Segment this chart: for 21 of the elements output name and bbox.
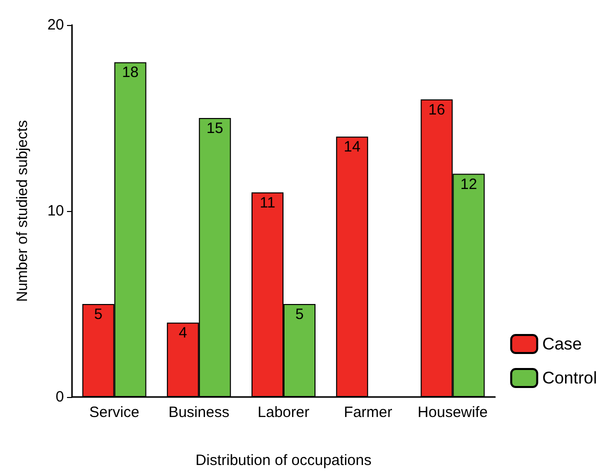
data-label: 5 [295, 306, 304, 323]
data-label: 12 [460, 176, 478, 193]
data-label: 5 [94, 306, 102, 323]
data-label: 15 [206, 120, 224, 137]
y-axis-title: Number of studied subjects [14, 120, 31, 302]
legend-label: Case [542, 334, 582, 354]
legend-label: Control [542, 368, 598, 388]
data-label: 18 [122, 64, 139, 82]
x-tick-label: Laborer [258, 404, 310, 421]
data-label: 16 [428, 101, 446, 118]
y-tick-label: 10 [47, 202, 64, 220]
data-label: 11 [260, 194, 276, 212]
x-tick-label: Farmer [344, 404, 392, 421]
x-tick-label: Housewife [418, 404, 488, 421]
y-tick-label: 20 [47, 16, 64, 34]
data-label: 4 [178, 324, 188, 342]
y-tick-label: 0 [56, 388, 64, 406]
x-tick-label: Business [168, 404, 230, 421]
x-axis-title: Distribution of occupations [196, 452, 372, 469]
data-label: 14 [344, 138, 360, 156]
x-tick-label: Service [89, 404, 140, 421]
